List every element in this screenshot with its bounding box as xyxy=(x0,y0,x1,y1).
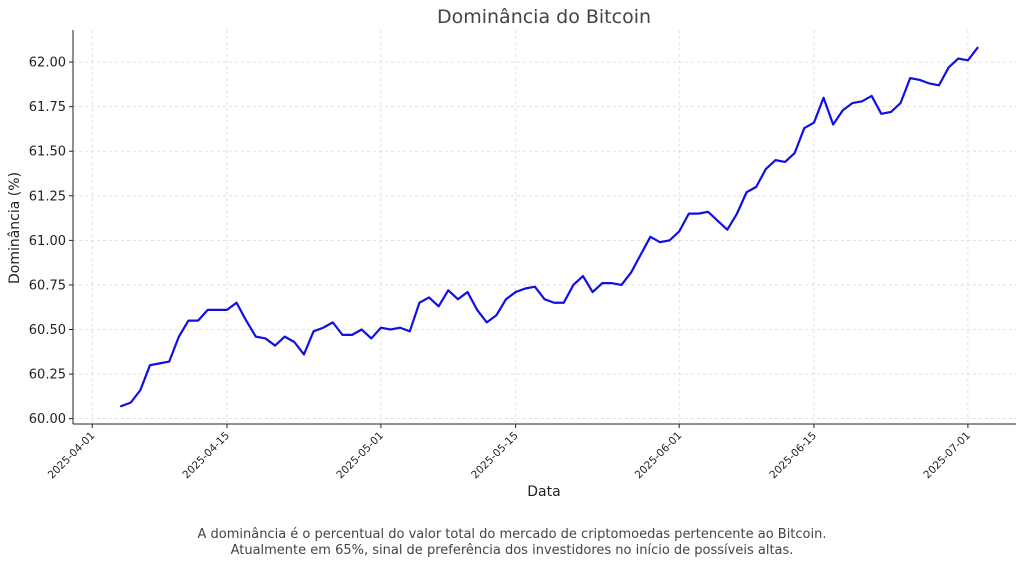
y-tick-label: 61.00 xyxy=(29,234,66,249)
x-axis-label: Data xyxy=(527,484,560,500)
x-tick-label: 2025-06-15 xyxy=(767,430,819,482)
y-axis-label: Dominância (%) xyxy=(7,172,23,284)
y-tick-label: 61.50 xyxy=(29,145,66,160)
x-tick-label: 2025-04-15 xyxy=(180,430,232,482)
caption-line-1: A dominância é o percentual do valor tot… xyxy=(197,527,827,542)
x-tick-label: 2025-05-15 xyxy=(469,430,521,482)
series-line-0 xyxy=(120,46,979,408)
y-tick-label: 61.25 xyxy=(29,189,66,204)
chart-caption: A dominância é o percentual do valor tot… xyxy=(0,527,1024,558)
gridlines xyxy=(73,30,1016,424)
caption-line-2: Atualmente em 65%, sinal de preferência … xyxy=(230,542,794,558)
x-tick-label: 2025-05-01 xyxy=(334,430,386,482)
x-tick-label: 2025-04-01 xyxy=(46,430,98,482)
x-tick-label: 2025-07-01 xyxy=(921,430,973,482)
series-layer xyxy=(120,46,979,408)
chart-title: Dominância do Bitcoin xyxy=(437,6,651,28)
y-tick-label: 60.25 xyxy=(29,368,66,383)
x-tick-label: 2025-06-01 xyxy=(633,430,685,482)
y-tick-label: 61.75 xyxy=(29,100,66,115)
y-tick-label: 60.75 xyxy=(29,278,66,293)
axes xyxy=(69,30,1016,428)
y-tick-label: 60.50 xyxy=(29,323,66,338)
y-tick-label: 62.00 xyxy=(29,56,66,71)
y-tick-label: 60.00 xyxy=(29,412,66,427)
